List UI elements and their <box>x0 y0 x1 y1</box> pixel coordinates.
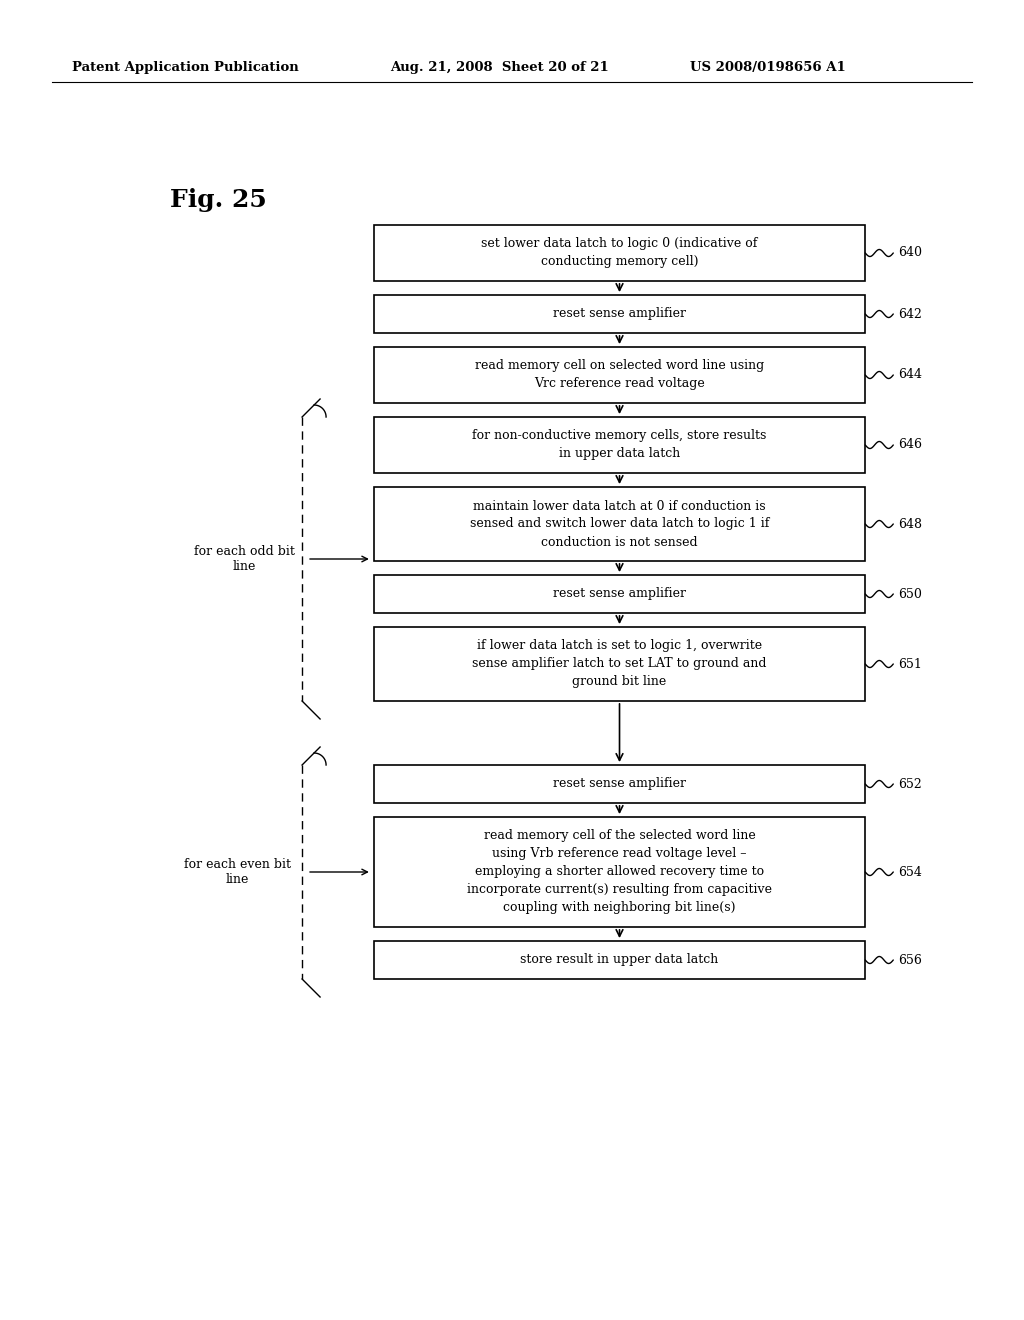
Text: read memory cell on selected word line using
Vrc reference read voltage: read memory cell on selected word line u… <box>475 359 764 391</box>
Text: 654: 654 <box>898 866 923 879</box>
Text: 642: 642 <box>898 308 923 321</box>
Text: Patent Application Publication: Patent Application Publication <box>72 62 299 74</box>
Bar <box>374 224 865 281</box>
Text: for each even bit
line: for each even bit line <box>183 858 291 886</box>
Text: maintain lower data latch at 0 if conduction is
sensed and switch lower data lat: maintain lower data latch at 0 if conduc… <box>470 499 769 549</box>
Bar <box>374 347 865 403</box>
Text: reset sense amplifier: reset sense amplifier <box>553 308 686 321</box>
Bar <box>374 627 865 701</box>
Text: set lower data latch to logic 0 (indicative of
conducting memory cell): set lower data latch to logic 0 (indicat… <box>481 238 758 268</box>
Bar <box>374 294 865 333</box>
Text: Aug. 21, 2008  Sheet 20 of 21: Aug. 21, 2008 Sheet 20 of 21 <box>390 62 608 74</box>
Text: 644: 644 <box>898 368 923 381</box>
Text: read memory cell of the selected word line
using Vrb reference read voltage leve: read memory cell of the selected word li… <box>467 829 772 915</box>
Bar <box>374 941 865 979</box>
Bar <box>374 576 865 612</box>
Text: reset sense amplifier: reset sense amplifier <box>553 777 686 791</box>
Text: if lower data latch is set to logic 1, overwrite
sense amplifier latch to set LA: if lower data latch is set to logic 1, o… <box>472 639 767 689</box>
Text: for each odd bit
line: for each odd bit line <box>194 545 295 573</box>
Text: reset sense amplifier: reset sense amplifier <box>553 587 686 601</box>
Text: US 2008/0198656 A1: US 2008/0198656 A1 <box>690 62 846 74</box>
Bar <box>374 817 865 927</box>
Text: 650: 650 <box>898 587 923 601</box>
Text: 656: 656 <box>898 953 923 966</box>
Text: for non-conductive memory cells, store results
in upper data latch: for non-conductive memory cells, store r… <box>472 429 767 461</box>
Text: 651: 651 <box>898 657 923 671</box>
Bar <box>374 766 865 803</box>
Text: Fig. 25: Fig. 25 <box>170 187 266 213</box>
Text: 640: 640 <box>898 247 923 260</box>
Text: 646: 646 <box>898 438 923 451</box>
Bar <box>374 487 865 561</box>
Text: store result in upper data latch: store result in upper data latch <box>520 953 719 966</box>
Bar <box>374 417 865 473</box>
Text: 652: 652 <box>898 777 922 791</box>
Text: 648: 648 <box>898 517 923 531</box>
